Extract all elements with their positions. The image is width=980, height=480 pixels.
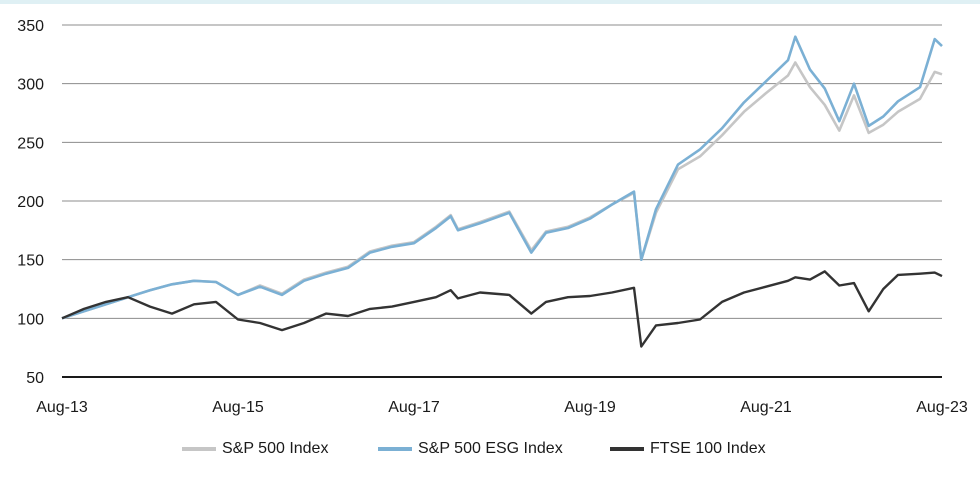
y-tick-label: 250	[17, 135, 44, 152]
y-tick-label: 350	[17, 18, 44, 35]
x-tick-label: Aug-19	[564, 399, 616, 416]
legend-swatch-ftse100	[610, 447, 644, 451]
x-tick-label: Aug-21	[740, 399, 792, 416]
y-tick-label: 50	[26, 370, 44, 387]
x-tick-label: Aug-17	[388, 399, 440, 416]
y-tick-label: 200	[17, 194, 44, 211]
legend-swatch-sp500	[182, 447, 216, 451]
y-tick-label: 100	[17, 311, 44, 328]
y-tick-label: 300	[17, 77, 44, 94]
legend-item-sp500-esg: S&P 500 ESG Index	[378, 436, 563, 462]
x-tick-label: Aug-15	[212, 399, 264, 416]
gridlines	[62, 24, 942, 319]
legend-label-ftse100: FTSE 100 Index	[650, 440, 766, 457]
legend-swatch-sp500-esg	[378, 447, 412, 451]
x-tick-labels: Aug-13 Aug-15 Aug-17 Aug-19 Aug-21 Aug-23	[36, 399, 968, 416]
legend-label-sp500: S&P 500 Index	[222, 440, 329, 457]
y-tick-labels: 50 100 150 200 250 300 350	[17, 18, 44, 387]
legend: S&P 500 Index S&P 500 ESG Index FTSE 100…	[0, 436, 980, 462]
series-line-sp500-esg	[61, 35, 943, 320]
series-line-ftse100	[61, 270, 943, 348]
legend-item-sp500: S&P 500 Index	[182, 436, 328, 462]
legend-label-sp500-esg: S&P 500 ESG Index	[418, 440, 563, 457]
x-tick-label: Aug-13	[36, 399, 88, 416]
top-accent-strip	[0, 0, 980, 4]
series-lines	[61, 35, 943, 348]
x-tick-label: Aug-23	[916, 399, 968, 416]
legend-item-ftse100: FTSE 100 Index	[610, 436, 766, 462]
y-tick-label: 150	[17, 253, 44, 270]
